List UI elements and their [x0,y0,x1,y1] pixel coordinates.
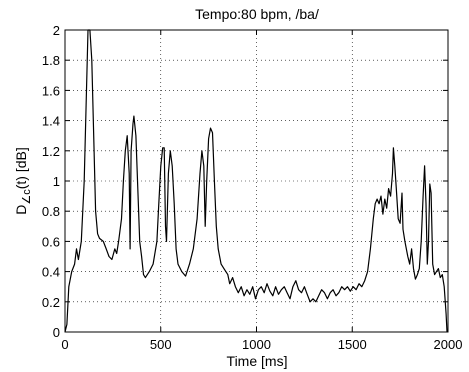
y-tick-label: 0 [53,325,60,340]
tick-labels: 0 500 1000 1500 2000 0 0.2 0.4 0.6 0.8 1 1.2 1.4 1.6 1… [42,23,463,352]
y-axis-label: D∠c(t) [dB] [13,147,33,215]
x-tick-label: 2000 [434,337,463,352]
grid [65,30,448,332]
plot-area [64,29,448,333]
x-tick-label: 1500 [338,337,367,352]
x-axis-label: Time [ms] [227,353,288,369]
y-axis-label-sub: ∠c [21,189,33,205]
y-tick-label: 1.6 [42,83,60,98]
y-tick-label: 2 [53,23,60,38]
y-tick-label: 1 [53,174,60,189]
y-tick-label: 1.8 [42,53,60,68]
y-tick-label: 0.8 [42,204,60,219]
y-axis-label-suffix: (t) [dB] [13,147,29,189]
x-tick-label: 1000 [242,337,271,352]
y-axis-label-base: D [13,205,29,215]
y-tick-label: 1.2 [42,144,60,159]
y-tick-label: 1.4 [42,114,60,129]
x-tick-label: 500 [150,337,172,352]
axes [64,29,449,333]
y-tick-label: 0.2 [42,295,60,310]
series-line [64,29,448,333]
y-tick-label: 0.4 [42,265,60,280]
chart-title: Tempo:80 bpm, /ba/ [195,6,319,22]
x-tick-label: 0 [61,337,68,352]
y-tick-label: 0.6 [42,234,60,249]
